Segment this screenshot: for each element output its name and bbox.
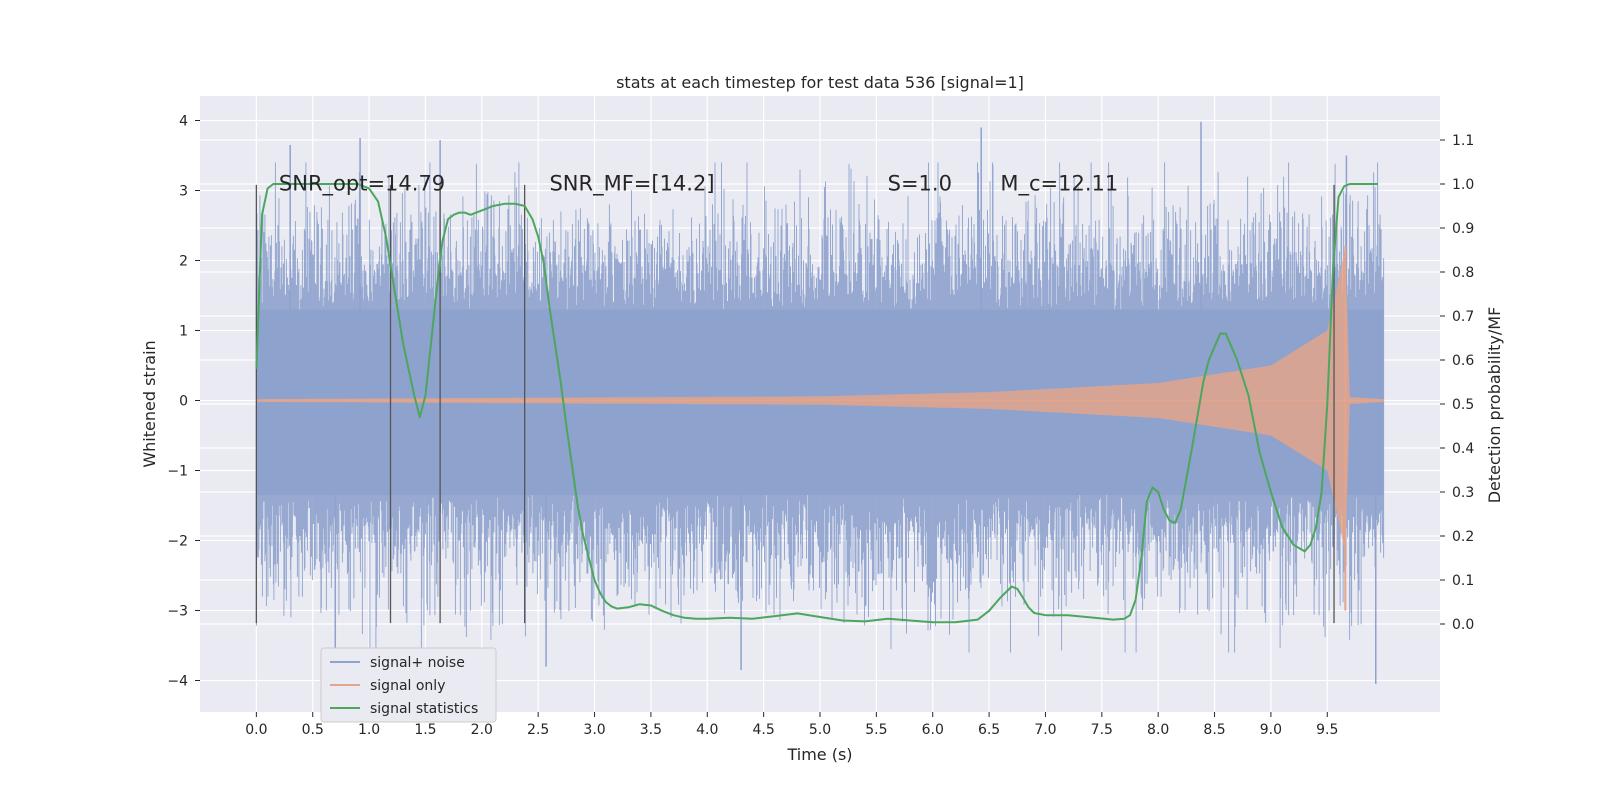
x-tick-label: 9.0 [1260, 722, 1282, 738]
y2-tick-label: 0.8 [1452, 265, 1474, 281]
window-markers [255, 184, 1335, 624]
x-tick-label: 3.0 [583, 722, 605, 738]
annotation-0: SNR_opt=14.79 [279, 172, 445, 197]
legend-label-signal-noise: signal+ noise [370, 655, 465, 671]
y2-tick-label: 1.0 [1452, 177, 1474, 193]
legend-box [320, 647, 497, 723]
x-tick-label: 7.5 [1091, 722, 1113, 738]
y2-tick-label: 0.5 [1452, 397, 1474, 413]
x-tick-label: 2.5 [527, 722, 549, 738]
y-axis-label: Whitened strain [140, 340, 159, 467]
legend: signal+ noise signal only signal statist… [320, 647, 497, 723]
y-tick-label: −4 [167, 674, 188, 690]
x-tick-label: 8.5 [1203, 722, 1225, 738]
x-tick-label: 9.5 [1316, 722, 1338, 738]
y2-tick-label: 0.9 [1452, 221, 1474, 237]
annotations: SNR_opt=14.79 SNR_MF=[14.2] S=1.0 M_c=12.11 [279, 172, 1118, 197]
y-tick-label: 1 [179, 324, 188, 340]
y-tick-label: 3 [179, 184, 188, 200]
annotation-3: M_c=12.11 [1000, 172, 1118, 197]
y2-tick-label: 0.2 [1452, 529, 1474, 545]
x-tick-label: 8.0 [1147, 722, 1169, 738]
x-tick-label: 6.0 [922, 722, 944, 738]
x-tick-label: 6.5 [978, 722, 1000, 738]
x-tick-label: 5.0 [809, 722, 831, 738]
annotation-2: S=1.0 [888, 172, 952, 196]
x-tick-label: 3.5 [640, 722, 662, 738]
x-tick-label: 4.0 [696, 722, 718, 738]
y2-tick-label: 0.0 [1452, 617, 1474, 633]
annotation-1: SNR_MF=[14.2] [549, 172, 714, 197]
y-tick-label: −2 [167, 534, 188, 550]
series-signal-only [256, 246, 1384, 611]
x-tick-label: 2.0 [471, 722, 493, 738]
y2-axis-label: Detection probability/MF [1485, 307, 1504, 504]
y-tick-label: −1 [167, 464, 188, 480]
y2-tick-label: 0.1 [1452, 573, 1474, 589]
x-tick-label: 4.5 [753, 722, 775, 738]
x-tick-label: 0.5 [302, 722, 324, 738]
y2-tick-label: 0.4 [1452, 441, 1474, 457]
y2-tick-label: 1.1 [1452, 133, 1474, 149]
x-tick-label: 1.5 [414, 722, 436, 738]
y2-tick-label: 0.6 [1452, 353, 1474, 369]
x-axis-label: Time (s) [786, 745, 852, 764]
legend-label-signal-only: signal only [370, 678, 445, 694]
series-signal-statistics [255, 183, 1378, 624]
chart-title: stats at each timestep for test data 536… [616, 73, 1024, 92]
stats-line [255, 183, 1378, 624]
y-tick-label: −3 [167, 604, 188, 620]
axes: 0.0 0.5 1.0 1.5 2.0 2.5 3.0 3.5 4.0 4.5 5.0 5.5 6.0 6… [167, 114, 1474, 739]
x-tick-label: 0.0 [245, 722, 267, 738]
legend-label-signal-statistics: signal statistics [370, 701, 478, 717]
x-tick-label: 7.0 [1034, 722, 1056, 738]
y2-tick-label: 0.3 [1452, 485, 1474, 501]
x-tick-label: 1.0 [358, 722, 380, 738]
x-tick-label: 5.5 [865, 722, 887, 738]
y-tick-label: 4 [179, 114, 188, 130]
y2-tick-label: 0.7 [1452, 309, 1474, 325]
y-tick-label: 2 [179, 254, 188, 270]
y-tick-label: 0 [179, 394, 188, 410]
